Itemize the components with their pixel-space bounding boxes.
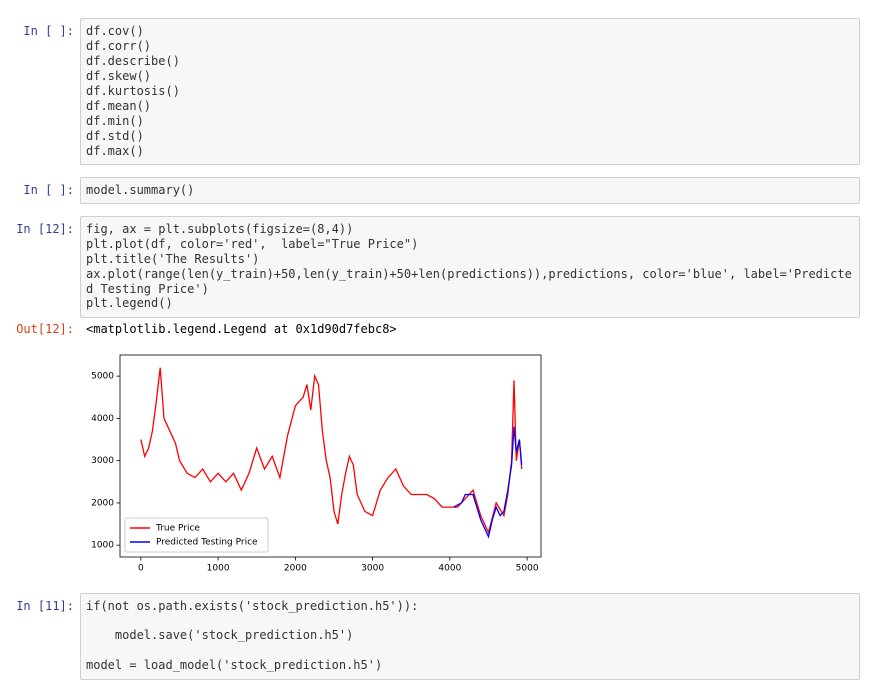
x-tick-label: 5000 [516,564,539,574]
code-line: df.corr() [86,39,152,53]
output-prompt: Out[12]: [16,322,74,336]
code-line: plt.plot(df, color='red', label="True Pr… [86,237,419,251]
code-line: df.describe() [86,54,180,68]
code-cell[interactable]: model.summary() [80,177,860,204]
y-tick-label: 5000 [91,372,114,382]
code-line: model = load_model('stock_prediction.h5'… [86,657,383,672]
code-line: df.mean() [86,99,152,113]
x-tick-label: 2000 [284,564,307,574]
x-tick-label: 3000 [361,564,384,574]
code-line: plt.title('The Results') [86,252,260,266]
y-tick-label: 3000 [91,456,114,466]
legend-box [124,517,269,553]
code-line: if(not os.path.exists('stock_prediction.… [86,599,419,613]
code-line: df.skew() [86,69,152,83]
price-line [140,367,523,535]
code-line: fig, ax = plt.subplots(figsize=(8,4)) [86,222,354,236]
code-cell[interactable]: df.cov() df.corr() df.describe() df.skew() d… [80,18,860,165]
input-prompt: In [11]: [16,599,74,613]
code-line: model.summary() [86,183,195,197]
legend-label: True Price [155,524,200,534]
code-line: plt.legend() [86,296,173,310]
x-tick-label: 0 [138,564,144,574]
code-line: ax.plot(range(len(y_train)+50,len(y_trai… [86,267,852,296]
price-line [453,426,523,539]
code-line: model.save('stock_prediction.h5') [86,628,354,643]
code-cell[interactable]: fig, ax = plt.subplots(figsize=(8,4)) plt… [80,216,860,318]
output-text: <matplotlib.legend.Legend at 0x1d90d7feb… [86,322,397,336]
y-tick-label: 2000 [91,498,114,508]
legend-label: Predicted Testing Price [156,538,258,548]
input-prompt: In [ ]: [23,183,74,197]
y-tick-label: 1000 [91,541,114,551]
code-line: df.min() [86,114,144,128]
y-tick-label: 4000 [91,414,114,424]
code-cell[interactable]: if(not os.path.exists('stock_prediction.… [80,593,860,680]
x-tick-label: 4000 [438,564,461,574]
code-line: df.std() [86,129,144,143]
code-line: df.kurtosis() [86,84,180,98]
input-prompt: In [12]: [16,222,74,236]
input-prompt: In [ ]: [23,24,74,38]
x-tick-label: 1000 [207,564,230,574]
code-line: df.cov() [86,24,144,38]
code-line: df.max() [86,144,144,158]
